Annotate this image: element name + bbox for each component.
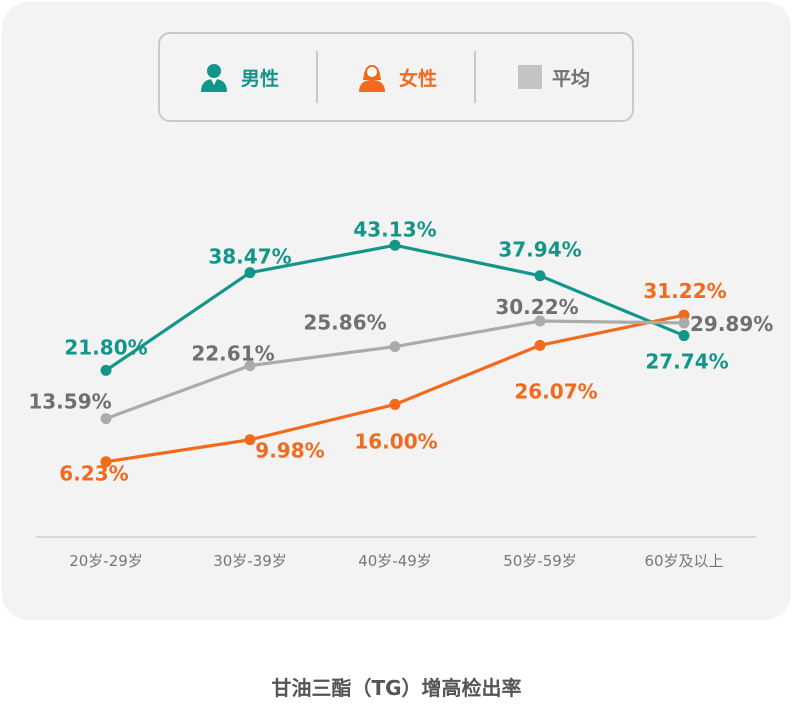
data-point [678, 309, 690, 321]
data-point [389, 239, 401, 251]
data-label: 26.07% [514, 379, 597, 403]
legend-label-female: 女性 [398, 67, 437, 90]
data-label: 43.13% [353, 217, 436, 241]
legend: 男性 女性 平均 [158, 32, 634, 122]
data-label: 29.89% [690, 312, 773, 336]
male-person-icon [200, 64, 227, 92]
line-chart: 20岁-29岁 30岁-39岁 40岁-49岁 50岁-59岁 60岁及以上 21.80%… [28, 217, 773, 570]
legend-item-average: 平均 [476, 34, 632, 120]
legend-label-average: 平均 [551, 67, 590, 90]
x-tick-label: 40岁-49岁 [358, 552, 432, 570]
data-point [244, 360, 256, 372]
x-tick-label: 30岁-39岁 [213, 552, 287, 570]
legend-item-male: 男性 [160, 34, 316, 120]
data-point [534, 339, 546, 351]
data-point [244, 434, 256, 446]
legend-item-female: 女性 [318, 34, 474, 120]
data-label: 13.59% [28, 390, 111, 414]
data-point [100, 364, 112, 376]
data-label: 37.94% [498, 238, 581, 262]
data-point [244, 267, 256, 279]
data-point [678, 317, 690, 329]
gray-square-icon [517, 65, 542, 89]
data-label: 27.74% [645, 350, 728, 374]
legend-label-male: 男性 [240, 67, 279, 90]
data-label: 25.86% [303, 311, 386, 335]
x-tick-label: 60岁及以上 [644, 552, 723, 570]
data-point [100, 456, 112, 468]
x-tick-label: 20岁-29岁 [69, 552, 143, 570]
legend-divider [316, 51, 318, 103]
data-point [389, 398, 401, 410]
data-point [389, 341, 401, 353]
data-label: 38.47% [208, 245, 291, 269]
data-point [534, 270, 546, 282]
data-label: 9.98% [255, 439, 324, 463]
chart-card [2, 2, 791, 620]
data-label: 16.00% [354, 429, 437, 453]
data-label: 31.22% [643, 279, 726, 303]
data-point [534, 315, 546, 327]
chart-caption: 甘油三酯（TG）增高检出率 [271, 676, 522, 700]
legend-divider [474, 51, 476, 103]
data-point [678, 330, 690, 342]
data-label: 22.61% [191, 342, 274, 366]
data-point [100, 413, 112, 425]
data-label: 21.80% [64, 335, 147, 359]
data-label: 30.22% [495, 295, 578, 319]
female-person-icon [358, 65, 385, 92]
x-tick-label: 50岁-59岁 [503, 552, 577, 570]
data-label: 6.23% [59, 462, 128, 486]
